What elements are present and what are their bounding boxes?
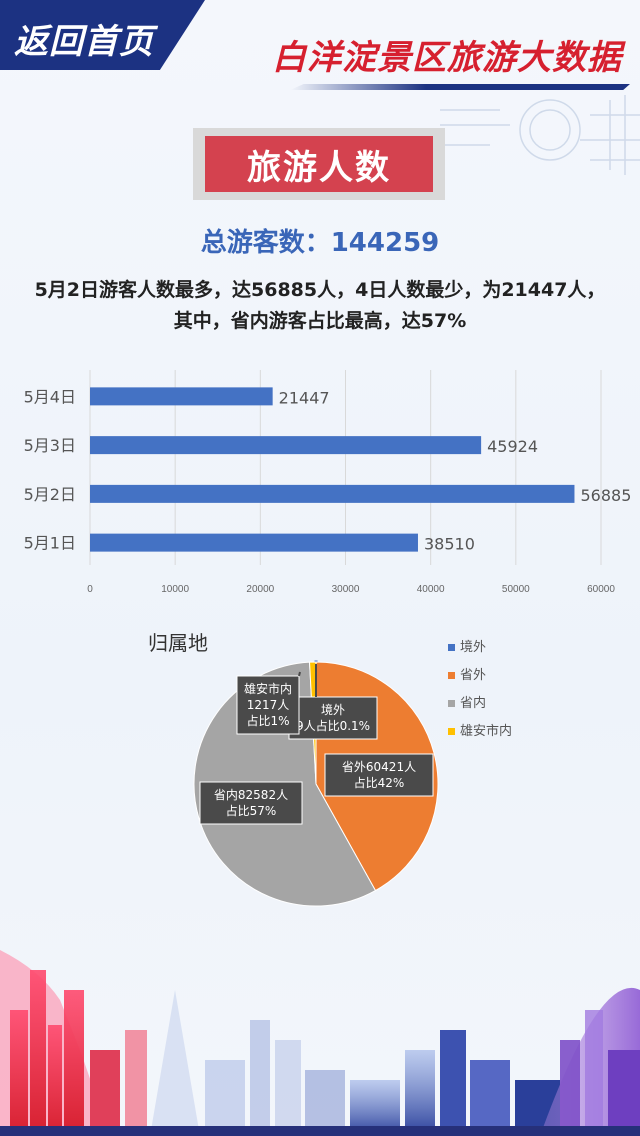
pie-callout-box [288, 696, 378, 740]
pie-title: 归属地 [148, 631, 208, 655]
legend-label: 省内 [460, 695, 486, 711]
city-skyline-decoration [0, 950, 640, 1136]
legend-label: 境外 [460, 640, 486, 655]
bar-value-label: 56885 [580, 486, 631, 505]
tech-decoration [440, 95, 640, 175]
pie-callout-text: 省内82582人 [214, 788, 288, 802]
y-tick-label: 5月4日 [24, 387, 76, 406]
pie-callout-box [324, 753, 434, 797]
x-tick-label: 60000 [587, 584, 615, 595]
legend-swatch [448, 700, 455, 707]
bar [90, 387, 273, 406]
bar [90, 533, 418, 552]
y-tick-label: 5月1日 [24, 534, 76, 553]
pie-callout-text: 占比57% [226, 803, 277, 818]
pie-callout-box [199, 781, 303, 825]
summary-line-2: 其中，省内游客占比最高，达57% [173, 310, 467, 332]
x-tick-label: 20000 [246, 584, 274, 595]
y-tick-label: 5月2日 [24, 485, 76, 504]
pie-callout-text: 省外60421人 [342, 760, 416, 774]
bar-value-label: 38510 [424, 535, 475, 554]
x-tick-label: 40000 [417, 584, 445, 595]
back-home-button[interactable]: 返回首页 [14, 22, 154, 62]
bar [90, 436, 482, 455]
total-visitors: 总游客数：144259 [200, 228, 440, 258]
bar-value-label: 45924 [487, 437, 538, 456]
bar-value-label: 21447 [279, 388, 330, 407]
legend-label: 雄安市内 [460, 723, 512, 739]
pie-callout-text: 雄安市内 [244, 681, 292, 696]
pie-callout-text: 1217人 [247, 698, 290, 712]
bar [90, 484, 575, 503]
pie-callout-text: 境外 [321, 702, 345, 717]
pie-callout-leader [298, 671, 301, 677]
visitors-bar-chart: 0 10000 20000 30000 40000 50000 60000 5月4日 21447… [24, 370, 631, 595]
legend-swatch [448, 644, 455, 651]
section-title: 旅游人数 [205, 136, 433, 192]
summary-text: 5月2日游客人数最多，达56885人，4日人数最少，为21447人， 其中，省内… [10, 275, 630, 337]
x-tick-label: 50000 [502, 584, 530, 595]
x-tick-label: 0 [87, 584, 93, 595]
legend-swatch [448, 728, 455, 735]
x-tick-label: 30000 [332, 584, 360, 595]
pie-callout-text: 占比42% [354, 775, 405, 790]
legend-swatch [448, 672, 455, 679]
y-tick-label: 5月3日 [24, 436, 76, 455]
legend-label: 省外 [460, 668, 486, 683]
summary-line-1: 5月2日游客人数最多，达56885人，4日人数最少，为21447人， [34, 279, 606, 301]
page-title: 白洋淀景区旅游大数据 [272, 38, 622, 78]
pie-callout-text: 9人占比0.1% [296, 718, 370, 733]
pie-callout-text: 占比1% [246, 713, 289, 728]
x-tick-label: 10000 [161, 584, 189, 595]
pie-callout-box [236, 675, 300, 735]
title-underline [290, 84, 630, 90]
origin-pie-chart: 归属地 境外省外省内雄安市内境外9人占比0.1%省外60421人占比42%省内82… [148, 631, 512, 907]
